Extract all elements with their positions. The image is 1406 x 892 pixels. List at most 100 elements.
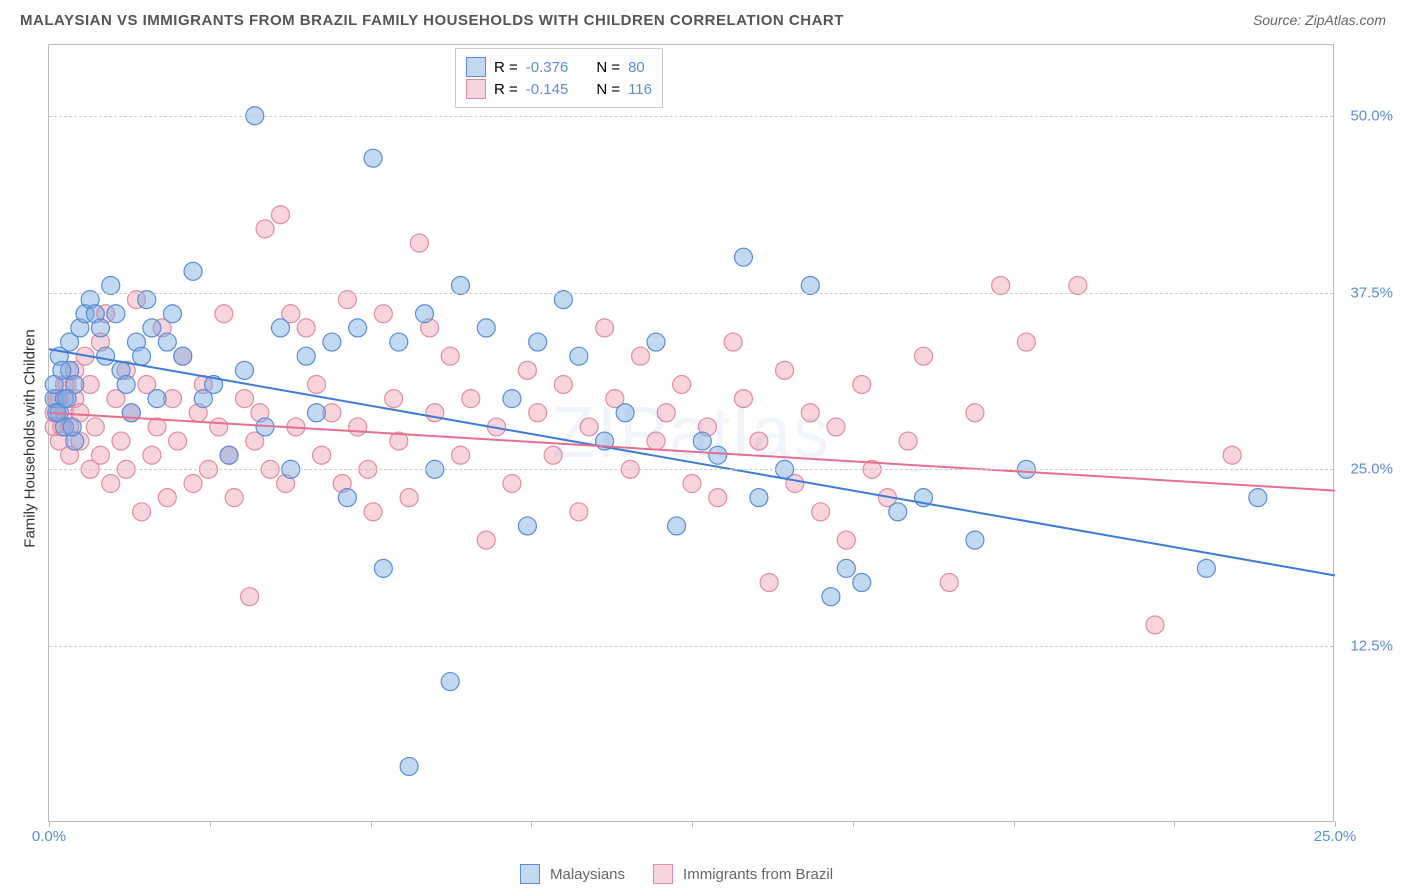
scatter-point (693, 432, 711, 450)
scatter-point (801, 404, 819, 422)
scatter-point (307, 404, 325, 422)
scatter-point (616, 404, 634, 422)
scatter-point (673, 375, 691, 393)
scatter-point (853, 375, 871, 393)
scatter-point (86, 418, 104, 436)
scatter-point (647, 333, 665, 351)
scatter-point (812, 503, 830, 521)
scatter-point (503, 390, 521, 408)
chart-title: MALAYSIAN VS IMMIGRANTS FROM BRAZIL FAMI… (20, 12, 844, 29)
scatter-point (734, 248, 752, 266)
x-tick (210, 821, 211, 827)
y-tick-label: 50.0% (1350, 107, 1393, 124)
scatter-point (241, 588, 259, 606)
scatter-point (210, 418, 228, 436)
scatter-point (1017, 333, 1035, 351)
scatter-point (143, 446, 161, 464)
scatter-point (914, 347, 932, 365)
correlation-legend: R =-0.376N =80R =-0.145N =116 (455, 48, 663, 108)
scatter-point (683, 475, 701, 493)
scatter-point (529, 333, 547, 351)
scatter-point (940, 574, 958, 592)
scatter-point (853, 574, 871, 592)
scatter-point (117, 375, 135, 393)
scatter-point (709, 446, 727, 464)
scatter-point (668, 517, 686, 535)
scatter-point (53, 361, 71, 379)
scatter-point (760, 574, 778, 592)
scatter-point (133, 503, 151, 521)
scatter-point (158, 489, 176, 507)
x-tick (853, 821, 854, 827)
n-value: 116 (628, 81, 652, 98)
scatter-point (148, 390, 166, 408)
chart-source: Source: ZipAtlas.com (1253, 12, 1386, 28)
scatter-point (724, 333, 742, 351)
scatter-point (102, 475, 120, 493)
scatter-point (390, 333, 408, 351)
x-tick-label: 0.0% (32, 828, 66, 845)
scatter-point (966, 531, 984, 549)
r-label: R = (494, 81, 518, 98)
scatter-point (441, 347, 459, 365)
scatter-point (91, 446, 109, 464)
scatter-point (215, 305, 233, 323)
scatter-point (503, 475, 521, 493)
n-value: 80 (628, 59, 645, 76)
scatter-point (570, 503, 588, 521)
x-tick (371, 821, 372, 827)
y-tick-label: 12.5% (1350, 638, 1393, 655)
scatter-point (554, 375, 572, 393)
scatter-point (544, 446, 562, 464)
r-label: R = (494, 59, 518, 76)
x-tick (1014, 821, 1015, 827)
scatter-point (184, 262, 202, 280)
scatter-point (349, 418, 367, 436)
scatter-svg (49, 45, 1333, 821)
scatter-point (307, 375, 325, 393)
scatter-point (452, 446, 470, 464)
scatter-point (297, 347, 315, 365)
scatter-point (529, 404, 547, 422)
scatter-point (63, 418, 81, 436)
scatter-point (374, 559, 392, 577)
scatter-point (385, 390, 403, 408)
scatter-point (827, 418, 845, 436)
scatter-point (518, 361, 536, 379)
scatter-point (889, 503, 907, 521)
scatter-point (349, 319, 367, 337)
scatter-point (174, 347, 192, 365)
scatter-point (58, 390, 76, 408)
scatter-point (776, 361, 794, 379)
scatter-point (1249, 489, 1267, 507)
series-legend: Malaysians Immigrants from Brazil (520, 864, 851, 884)
scatter-point (297, 319, 315, 337)
scatter-point (133, 347, 151, 365)
legend-swatch (466, 79, 486, 99)
scatter-point (441, 673, 459, 691)
scatter-point (750, 432, 768, 450)
x-tick (49, 821, 50, 827)
scatter-point (169, 432, 187, 450)
scatter-point (97, 347, 115, 365)
y-tick-label: 37.5% (1350, 284, 1393, 301)
n-label: N = (596, 81, 620, 98)
scatter-point (518, 517, 536, 535)
scatter-point (966, 404, 984, 422)
scatter-point (271, 319, 289, 337)
legend-series-label: Immigrants from Brazil (683, 866, 833, 883)
legend-series-label: Malaysians (550, 866, 625, 883)
scatter-point (632, 347, 650, 365)
scatter-point (410, 234, 428, 252)
x-tick (692, 821, 693, 827)
plot-area: ZIPatlas 12.5%25.0%37.5%50.0%0.0%25.0% (48, 44, 1334, 822)
scatter-point (220, 446, 238, 464)
chart-container: MALAYSIAN VS IMMIGRANTS FROM BRAZIL FAMI… (0, 0, 1406, 892)
scatter-point (657, 404, 675, 422)
r-value: -0.145 (526, 81, 569, 98)
legend-row: R = -0.145 N = 116 (466, 79, 652, 99)
scatter-point (163, 305, 181, 323)
trend-line (49, 349, 1335, 575)
scatter-point (143, 319, 161, 337)
scatter-point (235, 390, 253, 408)
